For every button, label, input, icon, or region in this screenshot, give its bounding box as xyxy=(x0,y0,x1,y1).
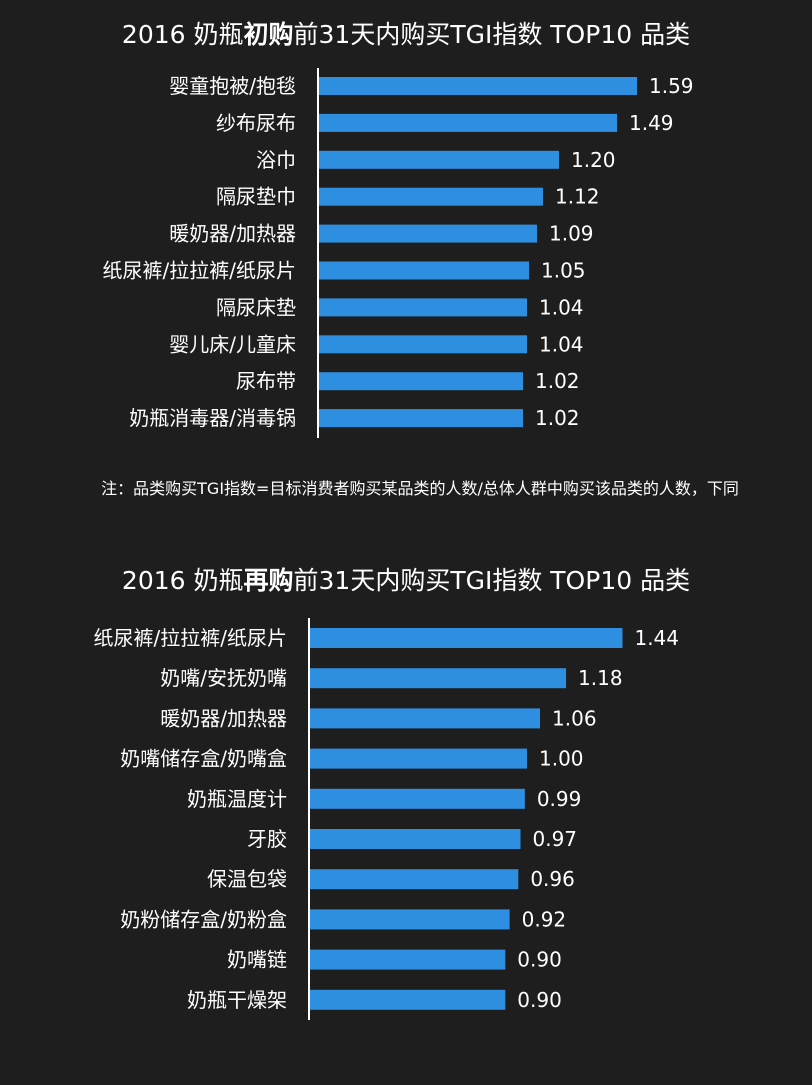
bar xyxy=(319,187,543,206)
bar xyxy=(319,335,527,354)
value-label: 1.44 xyxy=(634,626,679,650)
category-label: 牙胶 xyxy=(247,827,287,851)
bar xyxy=(310,708,541,729)
value-label: 1.59 xyxy=(649,74,694,98)
bar xyxy=(310,869,519,890)
value-label: 0.92 xyxy=(522,907,567,931)
title-suffix: 前31天内购买TGI指数 TOP10 品类 xyxy=(293,20,691,49)
category-label: 奶粉储存盒/奶粉盒 xyxy=(120,907,287,931)
category-label: 奶瓶消毒器/消毒锅 xyxy=(129,406,296,430)
bar xyxy=(319,261,529,280)
bar xyxy=(310,668,567,689)
value-label: 1.00 xyxy=(539,747,584,771)
title-prefix: 2016 奶瓶 xyxy=(121,566,244,595)
category-label: 隔尿床垫 xyxy=(216,295,296,319)
bar xyxy=(310,949,506,970)
value-label: 1.02 xyxy=(535,406,580,430)
value-label: 1.05 xyxy=(541,259,586,283)
category-label: 纸尿裤/拉拉裤/纸尿片 xyxy=(94,626,287,650)
category-label: 奶瓶干燥架 xyxy=(187,988,287,1012)
category-label: 暖奶器/加热器 xyxy=(160,706,287,730)
bar xyxy=(319,298,527,317)
bar xyxy=(319,372,523,391)
title-prefix: 2016 奶瓶 xyxy=(121,20,244,49)
bar xyxy=(310,788,525,809)
category-label: 婴儿床/儿童床 xyxy=(169,332,296,356)
value-label: 1.49 xyxy=(629,111,674,135)
bar xyxy=(310,829,521,849)
title-emphasis: 初购 xyxy=(243,20,294,49)
category-label: 奶嘴链 xyxy=(227,948,287,972)
value-label: 0.97 xyxy=(532,827,577,851)
category-label: 尿布带 xyxy=(236,369,296,393)
category-label: 浴巾 xyxy=(256,148,296,172)
footnote: 注：品类购买TGI指数=目标消费者购买某品类的人数/总体人群中购买该品类的人数，… xyxy=(101,479,739,498)
value-label: 0.90 xyxy=(517,988,562,1012)
bar xyxy=(310,909,510,930)
bar xyxy=(310,989,506,1010)
category-label: 保温包袋 xyxy=(207,867,287,891)
value-label: 1.18 xyxy=(578,666,623,690)
bar xyxy=(319,77,637,95)
category-label: 奶瓶温度计 xyxy=(187,787,287,811)
category-label: 纱布尿布 xyxy=(216,111,296,135)
value-label: 1.02 xyxy=(535,369,580,393)
category-label: 暖奶器/加热器 xyxy=(169,222,296,246)
bar xyxy=(319,150,559,169)
value-label: 1.09 xyxy=(549,222,594,246)
category-label: 隔尿垫巾 xyxy=(216,185,296,209)
value-label: 1.04 xyxy=(539,295,584,319)
value-label: 0.90 xyxy=(517,948,562,972)
value-label: 1.20 xyxy=(571,148,616,172)
category-label: 奶嘴/安抚奶嘴 xyxy=(160,666,287,690)
value-label: 0.96 xyxy=(530,867,575,891)
chart-title-repurchase: 2016 奶瓶再购前31天内购买TGI指数 TOP10 品类 xyxy=(0,561,812,597)
value-label: 1.04 xyxy=(539,332,584,356)
chart-title-initial-purchase: 2016 奶瓶初购前31天内购买TGI指数 TOP10 品类 xyxy=(0,15,812,51)
value-label: 1.06 xyxy=(552,706,597,730)
bar xyxy=(319,113,617,132)
bar xyxy=(319,224,537,243)
title-suffix: 前31天内购买TGI指数 TOP10 品类 xyxy=(293,566,691,595)
bar xyxy=(310,748,527,769)
bar xyxy=(310,628,623,648)
value-label: 0.99 xyxy=(537,787,582,811)
category-label: 奶嘴储存盒/奶嘴盒 xyxy=(120,747,287,771)
bar xyxy=(319,409,523,428)
bar-chart-initial-purchase: 婴童抱被/抱毯 1.59 纱布尿布 1.49 浴巾 1.20 隔尿垫巾 1.12 暖奶器/加热器… xyxy=(103,68,694,438)
category-label: 婴童抱被/抱毯 xyxy=(169,74,296,98)
category-label: 纸尿裤/拉拉裤/纸尿片 xyxy=(103,259,296,283)
value-label: 1.12 xyxy=(555,185,600,209)
title-emphasis: 再购 xyxy=(243,566,294,595)
